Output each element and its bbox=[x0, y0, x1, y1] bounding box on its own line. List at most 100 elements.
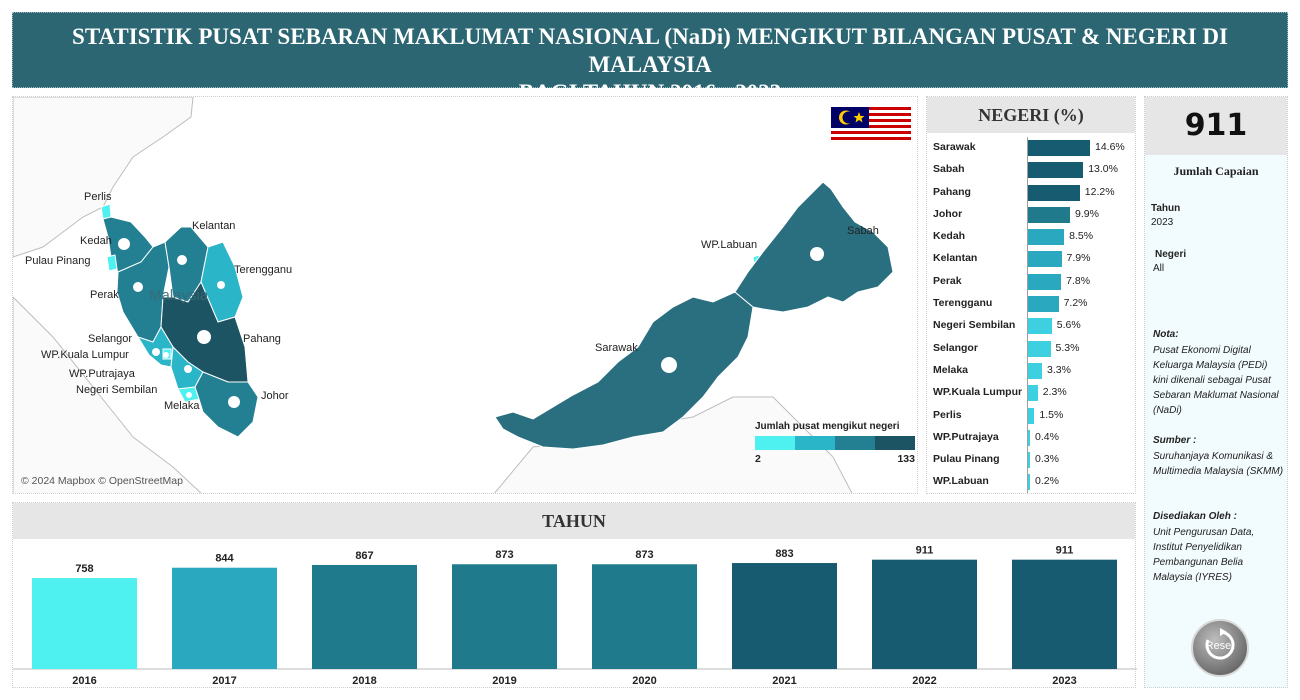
state-row-bar[interactable] bbox=[1028, 474, 1030, 491]
legend-swatch-4 bbox=[875, 436, 915, 450]
year-panel: TAHUN 758 2016 844 2017 867 2018 873 2019 873 202… bbox=[12, 502, 1137, 689]
state-row-bar[interactable] bbox=[1028, 362, 1042, 379]
state-row-pct: 12.2% bbox=[1084, 185, 1115, 198]
year-axis-tick-label: 2019 bbox=[492, 675, 516, 687]
marker-kedah[interactable] bbox=[118, 238, 130, 250]
source-text: Suruhanjaya Komunikasi & Multimedia Mala… bbox=[1153, 451, 1284, 477]
state-row-name: Negeri Sembilan bbox=[933, 319, 1016, 332]
state-row[interactable]: Sabah 13.0% bbox=[927, 159, 1135, 181]
filter-state-label: Negeri bbox=[1155, 249, 1187, 260]
year-bar-2018[interactable] bbox=[312, 564, 417, 669]
map-label-terengganu: Terengganu bbox=[234, 264, 293, 276]
state-sabah[interactable] bbox=[734, 181, 894, 313]
state-row[interactable]: Pahang 12.2% bbox=[927, 182, 1135, 204]
state-row-bar[interactable] bbox=[1028, 318, 1052, 335]
state-row-name: Johor bbox=[933, 207, 963, 220]
year-bar-value-label: 911 bbox=[1056, 545, 1074, 557]
marker-kelantan[interactable] bbox=[177, 255, 187, 265]
year-axis-tick-label: 2017 bbox=[212, 675, 236, 687]
year-bar-2019[interactable] bbox=[452, 564, 557, 669]
neighbour-land-thailand bbox=[13, 97, 194, 258]
legend-swatch-2 bbox=[795, 436, 835, 450]
map-credit[interactable]: © 2024 Mapbox © OpenStreetMap bbox=[21, 475, 183, 487]
state-row-bar[interactable] bbox=[1028, 340, 1051, 357]
title-line-1: STATISTIK PUSAT SEBARAN MAKLUMAT NASIONA… bbox=[72, 24, 1228, 77]
state-row-pct: 8.5% bbox=[1069, 230, 1094, 243]
state-row[interactable]: Sarawak 14.6% bbox=[927, 137, 1135, 159]
state-row-pct: 9.9% bbox=[1075, 207, 1099, 220]
state-row-bar[interactable] bbox=[1028, 206, 1071, 223]
year-axis-tick-label: 2018 bbox=[352, 675, 376, 687]
state-row-bar[interactable] bbox=[1028, 385, 1038, 402]
year-bar-2017[interactable] bbox=[172, 567, 277, 669]
marker-melaka[interactable] bbox=[186, 392, 192, 398]
marker-sabah[interactable] bbox=[810, 247, 824, 261]
filter-year-value[interactable]: 2023 bbox=[1151, 217, 1174, 228]
state-perlis[interactable] bbox=[100, 203, 112, 220]
year-bar-value-label: 873 bbox=[635, 549, 653, 561]
map-label-putrajaya: WP.Putrajaya bbox=[69, 368, 135, 380]
state-johor[interactable] bbox=[194, 371, 259, 438]
state-row[interactable]: Johor 9.9% bbox=[927, 204, 1135, 226]
state-row-bar[interactable] bbox=[1028, 162, 1084, 179]
state-row[interactable]: Melaka 3.3% bbox=[927, 360, 1135, 382]
state-percentage-panel: NEGERI (%) Sarawak 14.6% Sabah 13.0% Pahang 1… bbox=[926, 96, 1136, 494]
state-row-bar[interactable] bbox=[1028, 140, 1090, 156]
malaysia-map[interactable] bbox=[13, 97, 918, 494]
state-row-bar[interactable] bbox=[1028, 229, 1065, 246]
marker-terengganu[interactable] bbox=[217, 281, 225, 289]
marker-sarawak[interactable] bbox=[661, 357, 677, 373]
year-axis-tick-label: 2020 bbox=[632, 675, 656, 687]
year-axis-tick-label: 2021 bbox=[772, 675, 796, 687]
state-row-bar[interactable] bbox=[1028, 407, 1035, 424]
filter-state-value[interactable]: All bbox=[1153, 263, 1165, 274]
reset-button[interactable]: Reset bbox=[1191, 619, 1249, 677]
state-row-bar[interactable] bbox=[1028, 184, 1080, 201]
map-label-sarawak: Sarawak bbox=[595, 342, 638, 354]
state-row-bar[interactable] bbox=[1028, 296, 1059, 313]
year-bar-2022[interactable] bbox=[872, 559, 977, 669]
marker-kuala-lumpur[interactable] bbox=[163, 352, 169, 358]
year-bar-value-label: 867 bbox=[355, 550, 373, 562]
state-row[interactable]: WP.Putrajaya 0.4% bbox=[927, 427, 1135, 449]
total-label: Jumlah Capaian bbox=[1173, 164, 1259, 178]
state-row[interactable]: Kedah 8.5% bbox=[927, 226, 1135, 248]
marker-pahang[interactable] bbox=[197, 330, 211, 344]
state-pulau-pinang[interactable] bbox=[106, 254, 118, 272]
state-row[interactable]: Kelantan 7.9% bbox=[927, 248, 1135, 270]
marker-johor[interactable] bbox=[228, 396, 240, 408]
state-row[interactable]: Perlis 1.5% bbox=[927, 405, 1135, 427]
map-label-melaka: Melaka bbox=[164, 400, 200, 412]
state-row-bar[interactable] bbox=[1028, 273, 1062, 290]
map-label-kedah: Kedah bbox=[80, 235, 112, 247]
state-row-bar[interactable] bbox=[1028, 251, 1062, 268]
year-bar-2021[interactable] bbox=[732, 563, 837, 669]
state-row-bar[interactable] bbox=[1028, 452, 1030, 469]
state-row[interactable]: WP.Kuala Lumpur 2.3% bbox=[927, 382, 1135, 404]
year-bar-chart[interactable]: 758 2016 844 2017 867 2018 873 2019 873 2020 883 20… bbox=[13, 539, 1137, 689]
year-bar-2016[interactable] bbox=[32, 578, 137, 669]
state-row[interactable]: Perak 7.8% bbox=[927, 271, 1135, 293]
state-row-name: WP.Kuala Lumpur bbox=[933, 386, 1023, 399]
map-panel[interactable]: Malaysia Perlis Kedah Pulau Pinang Perak… bbox=[12, 96, 918, 494]
map-country-label: Malaysia bbox=[149, 287, 209, 304]
state-row[interactable]: Terengganu 7.2% bbox=[927, 293, 1135, 315]
state-row-pct: 7.9% bbox=[1066, 252, 1091, 265]
year-axis-tick-label: 2016 bbox=[72, 675, 96, 687]
marker-negeri-sembilan[interactable] bbox=[184, 365, 192, 373]
marker-selangor[interactable] bbox=[152, 348, 160, 356]
state-row[interactable]: Pulau Pinang 0.3% bbox=[927, 449, 1135, 471]
state-row[interactable]: Selangor 5.3% bbox=[927, 338, 1135, 360]
state-row-bar[interactable] bbox=[1028, 429, 1030, 446]
year-bar-2023[interactable] bbox=[1012, 559, 1117, 669]
marker-perak[interactable] bbox=[133, 282, 143, 292]
legend-title: Jumlah pusat mengikut negeri bbox=[755, 421, 900, 432]
year-bar-2020[interactable] bbox=[592, 564, 697, 669]
summary-panel: 911 Jumlah Capaian Tahun 2023 Negeri All… bbox=[1144, 96, 1288, 688]
state-row[interactable]: WP.Labuan 0.2% bbox=[927, 471, 1135, 493]
state-row[interactable]: Negeri Sembilan 5.6% bbox=[927, 315, 1135, 337]
legend-swatch-3 bbox=[835, 436, 875, 450]
state-row-name: WP.Putrajaya bbox=[933, 430, 999, 443]
year-axis-tick-label: 2022 bbox=[912, 675, 936, 687]
map-label-selangor: Selangor bbox=[88, 333, 133, 345]
